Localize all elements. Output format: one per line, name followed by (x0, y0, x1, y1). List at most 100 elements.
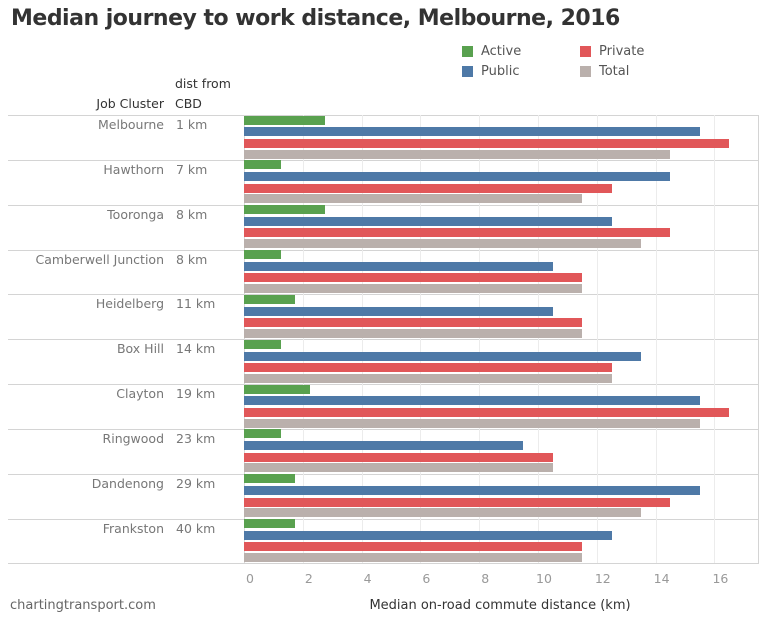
row-clayton: Clayton 19 km (8, 384, 759, 429)
gridline (714, 115, 716, 564)
zero-axis-line (244, 115, 245, 564)
bar-total[interactable] (244, 284, 583, 294)
gridline (361, 115, 363, 564)
bar-public[interactable] (244, 351, 641, 361)
gridline (302, 115, 304, 564)
bar-public[interactable] (244, 396, 700, 406)
bar-active[interactable] (244, 205, 325, 215)
chart-title: Median journey to work distance, Melbour… (11, 6, 620, 31)
bar-public[interactable] (244, 486, 700, 496)
row-heidelberg: Heidelberg 11 km (8, 294, 759, 339)
row-melbourne: Melbourne 1 km (8, 115, 759, 160)
dist-header-line2: CBD (175, 96, 202, 111)
bar-public[interactable] (244, 441, 524, 451)
bar-private[interactable] (244, 318, 583, 328)
dist-from-cbd-label: 40 km (176, 520, 216, 536)
job-cluster-label: Box Hill (116, 341, 164, 357)
bar-total[interactable] (244, 328, 583, 338)
legend-swatch-private (580, 46, 591, 57)
bar-private[interactable] (244, 452, 553, 462)
job-cluster-label: Dandenong (91, 475, 164, 491)
dist-from-cbd-label: 8 km (176, 251, 208, 267)
job-cluster-label: Heidelberg (95, 296, 164, 312)
job-cluster-header: Job Cluster (96, 96, 164, 111)
bar-total[interactable] (244, 373, 612, 383)
job-cluster-label: Tooronga (107, 206, 164, 222)
bar-active[interactable] (244, 384, 311, 394)
legend-item-private[interactable]: Private (580, 44, 644, 59)
x-tick-label: 10 (536, 571, 552, 586)
legend-label-active: Active (481, 44, 522, 59)
bar-private[interactable] (244, 183, 612, 193)
dist-from-cbd-label: 8 km (176, 206, 208, 222)
gridline (538, 115, 539, 564)
job-cluster-label: Ringwood (102, 430, 164, 446)
plot-area (244, 115, 759, 564)
row-tooronga: Tooronga 8 km (8, 204, 759, 250)
x-tick-label: 0 (246, 571, 254, 586)
x-axis-title: Median on-road commute distance (km) (369, 598, 631, 613)
bar-public[interactable] (244, 261, 553, 271)
job-cluster-label: Hawthorn (103, 161, 164, 177)
row-ringwood: Ringwood 23 km (8, 428, 759, 474)
job-cluster-label: Frankston (102, 520, 164, 536)
bar-private[interactable] (244, 362, 612, 372)
dist-from-cbd-label: 11 km (176, 296, 216, 312)
bar-public[interactable] (244, 217, 612, 226)
row-box-hill: Box Hill 14 km (8, 339, 759, 384)
bar-total[interactable] (244, 508, 641, 518)
bar-active[interactable] (244, 160, 281, 170)
job-cluster-label: Melbourne (98, 117, 164, 132)
x-tick-label: 8 (481, 571, 490, 586)
dist-from-cbd-label: 7 km (176, 161, 208, 177)
bar-public[interactable] (244, 530, 612, 540)
job-cluster-label: Clayton (116, 386, 164, 402)
source-credit[interactable]: chartingtransport.com (10, 598, 156, 613)
row-camberwell-junction: Camberwell Junction 8 km (8, 249, 759, 295)
bar-active[interactable] (244, 250, 281, 260)
row-frankston: Frankston 40 km (8, 518, 759, 564)
x-tick-label: 2 (304, 571, 313, 586)
legend-swatch-public (462, 66, 473, 77)
bar-total[interactable] (244, 239, 641, 249)
x-tick-label: 6 (422, 571, 431, 586)
x-tick-label: 14 (653, 571, 670, 586)
bar-private[interactable] (244, 407, 730, 417)
bar-total[interactable] (244, 194, 583, 204)
bar-active[interactable] (244, 519, 296, 529)
x-tick-label: 16 (712, 571, 729, 586)
bar-total[interactable] (244, 418, 700, 428)
legend-item-total[interactable]: Total (580, 64, 629, 79)
bar-public[interactable] (244, 306, 553, 316)
gridline (479, 115, 481, 564)
bar-total[interactable] (244, 463, 553, 473)
row-dandenong: Dandenong 29 km (8, 473, 759, 519)
bar-public[interactable] (244, 127, 700, 137)
legend-item-active[interactable]: Active (462, 44, 521, 59)
bar-private[interactable] (244, 542, 583, 552)
bar-public[interactable] (244, 172, 671, 182)
gridline (655, 115, 657, 564)
dist-from-cbd-label: 14 km (176, 341, 216, 357)
bar-total[interactable] (244, 149, 671, 159)
bottom-axis-line (8, 563, 759, 564)
legend-label-total: Total (599, 64, 630, 79)
bar-private[interactable] (244, 228, 671, 238)
bar-private[interactable] (244, 497, 671, 507)
dist-header-line1: dist from (175, 76, 231, 91)
bar-active[interactable] (244, 429, 281, 439)
legend-item-public[interactable]: Public (462, 64, 519, 79)
legend-swatch-active (462, 46, 473, 57)
bar-active[interactable] (244, 474, 296, 484)
bar-active[interactable] (244, 115, 325, 125)
x-tick-label: 12 (594, 571, 611, 586)
bar-active[interactable] (244, 294, 296, 304)
bar-private[interactable] (244, 138, 730, 148)
gridline (420, 115, 422, 564)
bar-total[interactable] (244, 553, 583, 563)
x-tick-label: 4 (363, 571, 372, 586)
bar-active[interactable] (244, 339, 281, 349)
job-cluster-label: Camberwell Junction (35, 251, 164, 267)
bar-private[interactable] (244, 273, 583, 283)
legend-swatch-total (580, 66, 591, 77)
